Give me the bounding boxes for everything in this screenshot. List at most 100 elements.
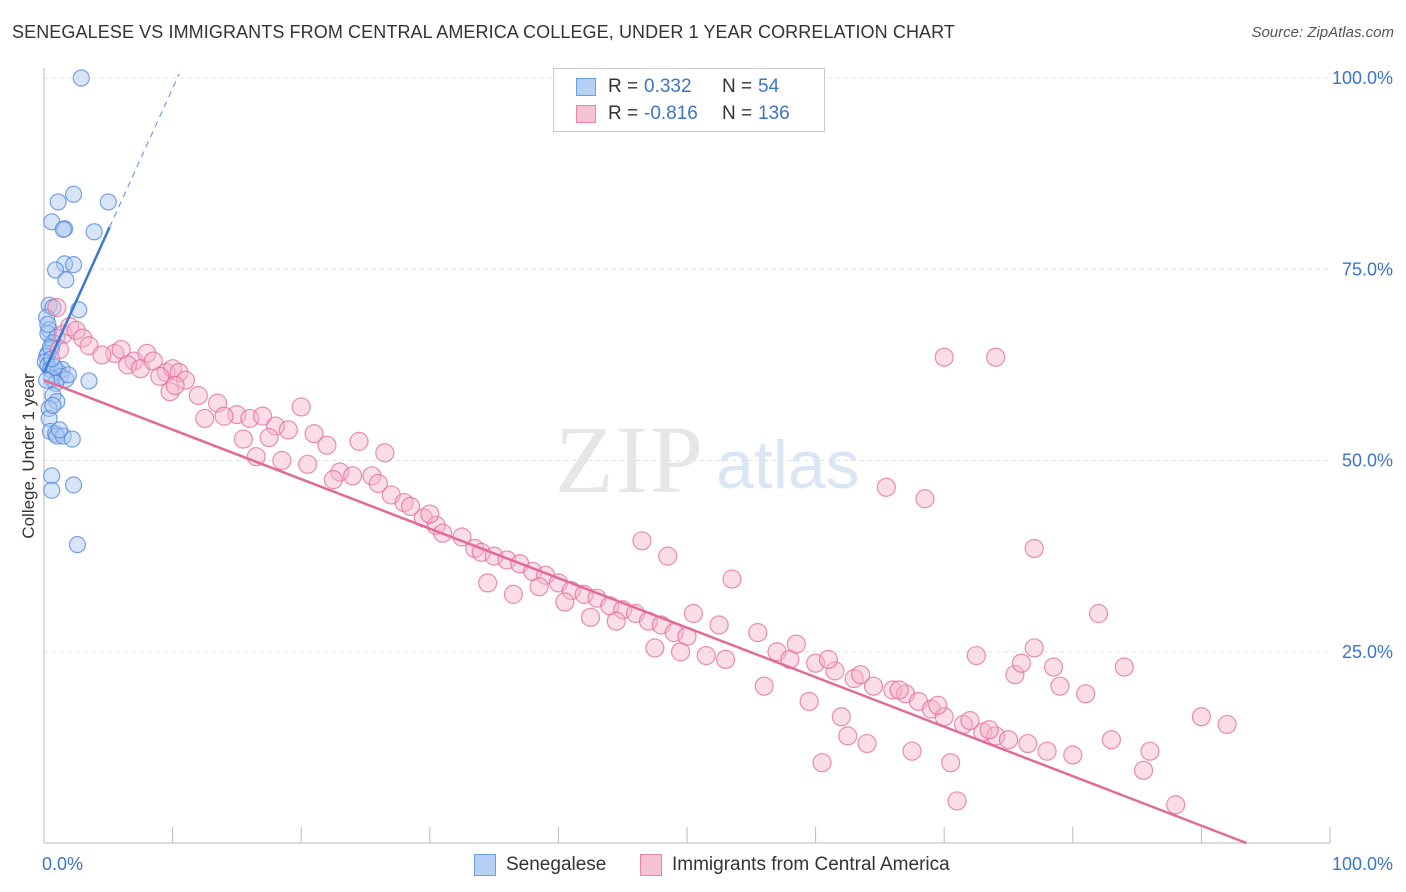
data-point (1043, 657, 1064, 677)
trend-layer (42, 73, 1247, 845)
data-point (323, 470, 343, 490)
data-point (902, 741, 922, 761)
data-point (291, 397, 311, 417)
x-tick-label: 0.0% (42, 854, 83, 874)
data-point (831, 707, 851, 727)
y-tick-label: 25.0% (1342, 642, 1393, 662)
data-point (947, 791, 967, 811)
data-point (304, 424, 324, 444)
data-point (233, 429, 253, 449)
data-point (349, 431, 369, 451)
data-point (43, 481, 61, 499)
data-point (265, 416, 286, 436)
data-point (1101, 730, 1121, 750)
axis-labels: College, Under 1 year 100.0% 75.0% 50.0% 25… (19, 68, 1393, 874)
data-point (272, 450, 292, 471)
data-point (50, 421, 69, 439)
data-point (812, 753, 832, 773)
data-point (330, 462, 350, 482)
data-point (1037, 741, 1057, 761)
data-point (64, 476, 83, 494)
n-label: N = (722, 76, 753, 97)
series-legend: Senegalese Immigrants from Central Ameri… (0, 852, 1406, 878)
data-point (606, 611, 626, 631)
trend-extension-senegalese (109, 73, 180, 228)
data-point (63, 430, 81, 448)
data-point (47, 297, 67, 318)
series-central-america (47, 297, 1237, 815)
data-point (928, 695, 948, 715)
data-point (748, 623, 768, 643)
data-point (188, 385, 208, 406)
data-point (645, 638, 665, 658)
data-point (966, 645, 986, 666)
data-point (979, 720, 999, 740)
data-point (1217, 714, 1237, 735)
data-point (1166, 795, 1186, 815)
data-point (915, 489, 935, 509)
data-point (99, 193, 117, 211)
watermark: ZIP atlas (555, 406, 860, 513)
data-point (55, 220, 74, 238)
data-point (46, 261, 65, 279)
data-point (863, 676, 884, 696)
data-point (1191, 707, 1212, 727)
data-point (722, 569, 742, 589)
data-point (317, 435, 337, 455)
y-tick-label: 50.0% (1342, 451, 1393, 471)
data-point (160, 382, 180, 402)
data-point (39, 315, 57, 333)
data-point (1063, 745, 1083, 765)
data-point (117, 355, 138, 375)
data-point (165, 375, 185, 396)
data-point (420, 504, 440, 524)
data-point (72, 328, 93, 348)
axes (43, 68, 1331, 844)
data-point (68, 536, 87, 554)
data-point (57, 271, 75, 289)
legend-swatch-central-america (640, 854, 662, 876)
data-point (1050, 676, 1070, 696)
legend-label-central-america: Immigrants from Central America (672, 854, 950, 875)
data-point (1005, 665, 1025, 685)
data-point (362, 466, 382, 486)
data-point (1133, 760, 1154, 780)
data-point (960, 710, 980, 731)
data-point (375, 443, 395, 463)
data-point (1024, 638, 1044, 658)
trend-line-senegalese (42, 226, 111, 374)
stats-legend-row-senegalese: R = 0.332 N = 54 (576, 74, 798, 100)
data-point (64, 185, 83, 203)
r-value-senegalese: 0.332 (644, 76, 692, 97)
r-label: R = (608, 76, 639, 97)
data-point (40, 409, 58, 428)
data-point (805, 653, 826, 673)
data-point (1114, 657, 1134, 677)
n-value-senegalese: 54 (758, 76, 780, 97)
grid (44, 77, 1330, 653)
data-point (278, 420, 298, 440)
data-point (754, 676, 774, 696)
r-label: R = (608, 103, 639, 124)
data-point (1018, 733, 1038, 754)
data-point (709, 615, 729, 635)
n-value-central-america: 136 (758, 103, 790, 124)
y-tick-label: 100.0% (1332, 68, 1393, 88)
data-point (253, 406, 273, 426)
x-tick-label: 100.0% (1332, 854, 1393, 874)
data-point (818, 649, 839, 670)
data-point (529, 577, 549, 597)
data-point (1024, 538, 1044, 559)
senegalese-swatch (576, 78, 596, 96)
data-point (986, 347, 1006, 367)
data-point (1076, 684, 1096, 704)
watermark-zip: ZIP (555, 406, 705, 513)
data-point (59, 366, 78, 384)
legend-swatch-senegalese (474, 854, 496, 876)
data-point (259, 427, 279, 448)
data-point (998, 730, 1019, 750)
trend-line-central-america (43, 379, 1247, 845)
central-america-swatch (576, 105, 596, 123)
data-point (478, 573, 498, 593)
